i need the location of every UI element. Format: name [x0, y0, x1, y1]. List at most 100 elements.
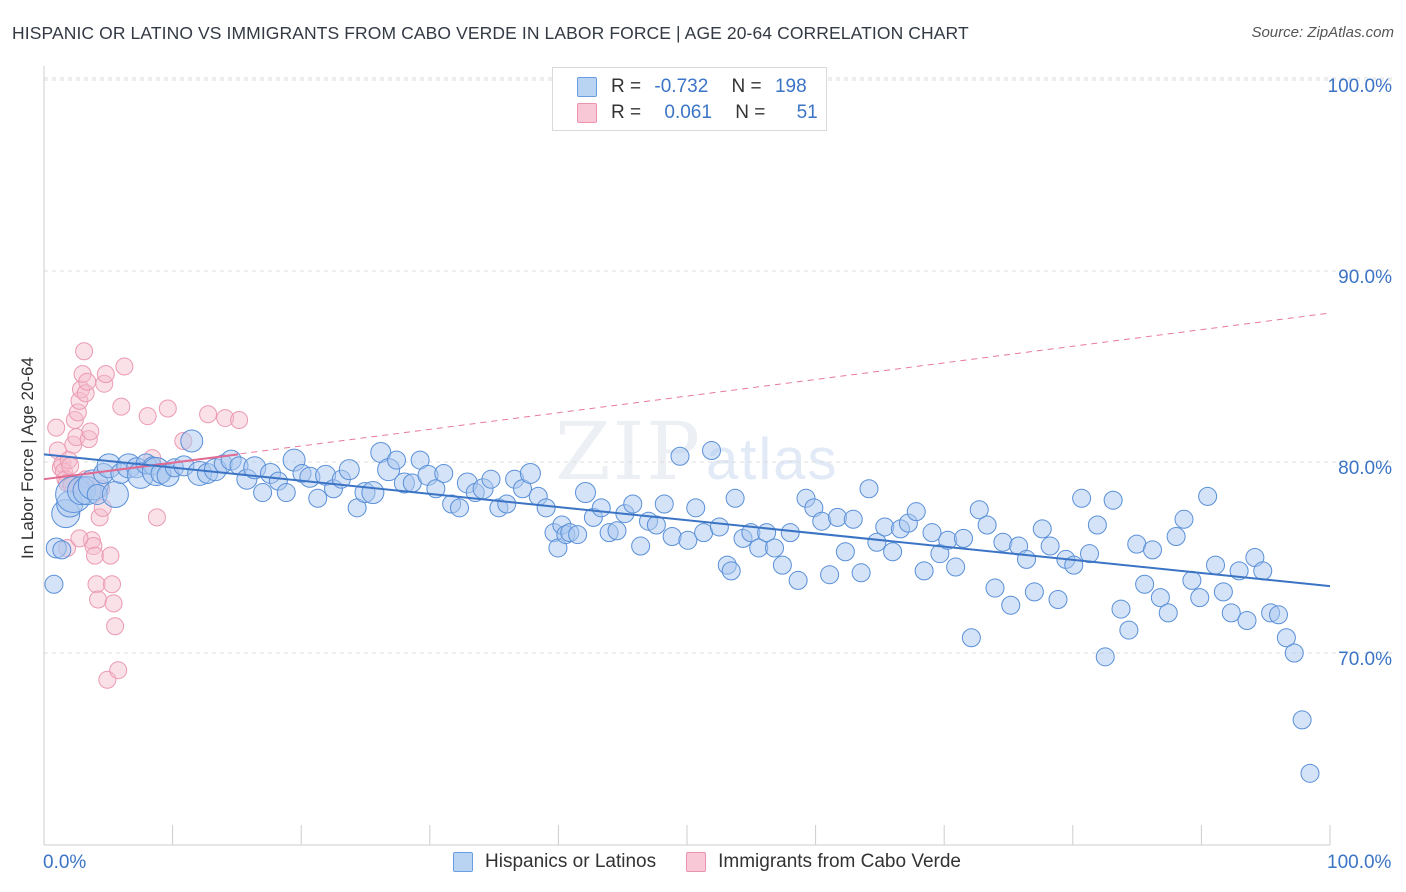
hispanic-point	[1300, 763, 1320, 783]
blue-swatch	[577, 77, 597, 97]
hispanic-point	[678, 530, 698, 550]
hispanic-point	[883, 542, 903, 562]
hispanic-point	[1080, 544, 1099, 564]
hispanic-point	[772, 555, 792, 575]
legend-label-hispanic: Hispanics or Latinos	[485, 851, 657, 872]
legend-label-caboverde: Immigrants from Cabo Verde	[718, 851, 961, 872]
hispanic-point	[1040, 536, 1060, 556]
r-label: R =	[611, 102, 642, 123]
hispanic-point	[1087, 515, 1107, 535]
caboverde-point	[89, 590, 108, 609]
hispanic-point	[481, 469, 501, 489]
hispanic-point	[1119, 620, 1139, 640]
caboverde-point	[138, 407, 157, 426]
hispanic-point	[1213, 582, 1233, 602]
caboverde-point	[158, 399, 177, 418]
y-tick-label: 70.0%	[1338, 649, 1392, 670]
hispanic-point	[497, 494, 517, 514]
x-tick-max: 100.0%	[1327, 852, 1392, 873]
y-tick-label: 100.0%	[1328, 76, 1393, 97]
pink-swatch	[577, 103, 597, 123]
correlation-legend: R = -0.732 N = 198 R = 0.061 N = 51	[552, 67, 827, 131]
hispanic-point	[434, 463, 454, 483]
hispanic-point	[954, 528, 973, 548]
hispanic-point	[1166, 526, 1186, 546]
hispanic-point	[1174, 509, 1194, 529]
hispanic-point	[1229, 561, 1249, 581]
caboverde-point	[106, 617, 125, 636]
hispanic-point	[1001, 595, 1021, 615]
hispanic-point	[1032, 519, 1052, 539]
hispanic-point	[906, 502, 926, 522]
hispanic-point	[276, 483, 296, 503]
caboverde-point	[81, 422, 100, 441]
hispanic-point	[961, 628, 981, 648]
hispanic-point	[725, 488, 745, 508]
caboverde-point	[70, 529, 89, 548]
hispanic-point	[44, 574, 64, 594]
hispanic-point	[780, 523, 800, 543]
caboverde-trend	[43, 453, 239, 481]
hispanic-point	[828, 507, 847, 527]
hispanic-point	[922, 523, 942, 543]
source-label: Source: ZipAtlas.com	[1251, 24, 1394, 41]
hispanic-point	[709, 517, 729, 537]
caboverde-point	[78, 372, 97, 391]
hispanic-point	[52, 540, 72, 560]
caboverde-point	[76, 384, 95, 403]
caboverde-point	[79, 430, 98, 449]
caboverde-point	[70, 391, 89, 410]
y-tick-label: 90.0%	[1338, 267, 1392, 288]
caboverde-point	[115, 357, 134, 376]
hispanic-point	[686, 498, 706, 518]
hispanic-point	[969, 500, 989, 520]
hispanic-point	[101, 480, 129, 508]
hispanic-point	[575, 482, 596, 504]
n-label: N =	[735, 102, 766, 123]
legend-item-hispanic[interactable]: Hispanics or Latinos	[453, 851, 656, 873]
hispanic-point	[536, 498, 556, 518]
n-label: N =	[731, 76, 762, 97]
hispanic-point	[662, 526, 682, 546]
hispanic-point	[702, 441, 721, 461]
x-tick-min: 0.0%	[43, 852, 87, 873]
hispanic-point	[851, 563, 871, 583]
caboverde-point	[84, 537, 103, 556]
hispanic-point	[835, 542, 855, 562]
hispanic-point	[1103, 490, 1123, 510]
blue-swatch	[453, 852, 473, 872]
hispanic-point	[875, 517, 895, 537]
legend-item-caboverde[interactable]: Immigrants from Cabo Verde	[686, 851, 961, 873]
caboverde-point	[75, 342, 94, 361]
hispanic-point	[1017, 549, 1036, 569]
hispanic-point	[568, 525, 588, 545]
hispanic-point	[1269, 605, 1288, 625]
hispanic-point	[1111, 599, 1131, 619]
caboverde-point	[61, 456, 80, 475]
hispanic-point	[1143, 540, 1162, 560]
caboverde-point	[109, 661, 128, 680]
caboverde-point	[68, 403, 87, 422]
caboverde-point	[47, 418, 66, 437]
caboverde-trend-extended	[43, 312, 1331, 480]
r-label: R =	[611, 76, 642, 97]
hispanic-point	[591, 498, 611, 518]
hispanic-point	[631, 536, 651, 556]
hispanic-point	[387, 450, 406, 470]
hispanic-point	[867, 532, 887, 552]
caboverde-point	[96, 365, 115, 384]
hispanic-point	[519, 462, 541, 484]
caboverde-point	[101, 546, 120, 565]
hispanic-point	[1198, 486, 1218, 506]
hispanic-point	[1024, 582, 1044, 602]
hispanic-point	[1158, 603, 1178, 623]
caboverde-point	[87, 575, 106, 594]
hispanic-point	[1206, 555, 1225, 575]
hispanic-point	[843, 509, 863, 529]
hispanic-point	[1190, 588, 1210, 608]
hispanic-point	[721, 561, 741, 581]
hispanic-point	[1135, 574, 1155, 594]
caboverde-point	[112, 397, 131, 416]
hispanic-point	[985, 578, 1005, 598]
